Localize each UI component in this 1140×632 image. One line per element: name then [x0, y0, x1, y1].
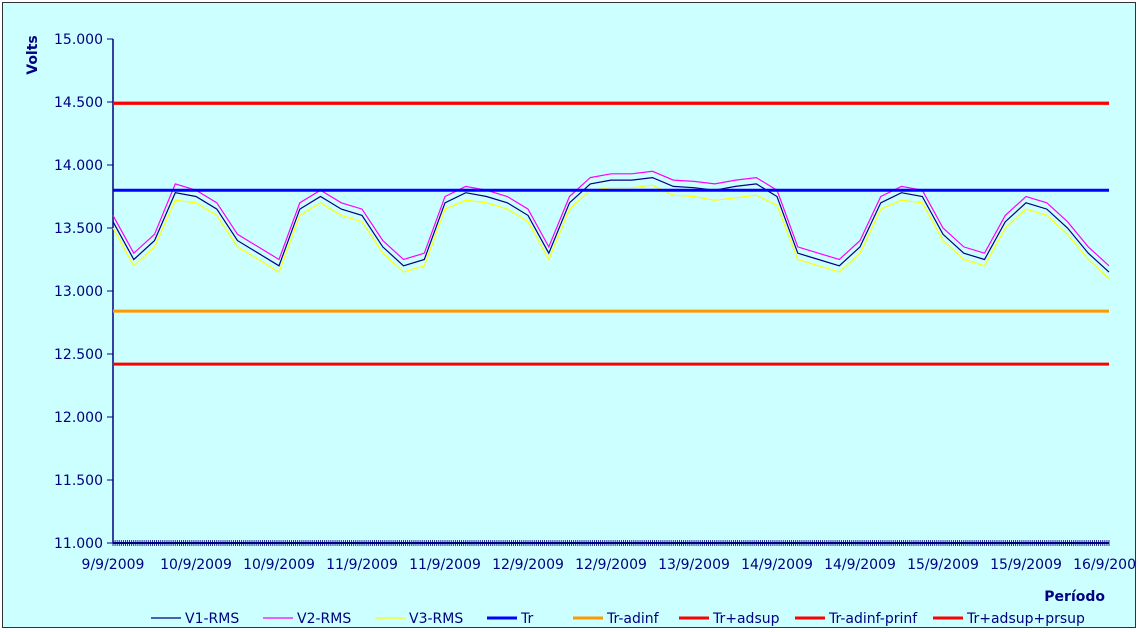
y-axis: 11.000 11.500 12.000 12.500 13.000 13.500 14.0… — [54, 32, 114, 552]
x-tick-label: 14/9/2009 — [824, 557, 896, 573]
legend-label: Tr-adinf-prinf — [828, 611, 918, 627]
y-tick-label: 11.500 — [54, 473, 103, 489]
line-chart: 11.000 11.500 12.000 12.500 13.000 13.500 14.0… — [25, 32, 1137, 627]
x-tick-label: 14/9/2009 — [741, 557, 813, 573]
series-line-v1-rms — [112, 176, 1110, 273]
x-tick-label: 12/9/2009 — [575, 557, 647, 573]
y-tick-label: 14.000 — [54, 158, 103, 174]
y-tick-label: 12.000 — [54, 410, 103, 426]
x-tick-label: 15/9/2009 — [907, 557, 979, 573]
y-tick-label: 14.500 — [54, 95, 103, 111]
x-axis-title: Período — [1044, 589, 1105, 605]
y-tick-label: 13.500 — [54, 221, 103, 237]
y-tick-label: 15.000 — [54, 32, 103, 48]
reference-lines-layer — [113, 101, 1109, 366]
x-tick-label: 10/9/2009 — [160, 557, 232, 573]
x-axis: 9/9/2009 10/9/2009 10/9/2009 11/9/2009 11/9/… — [82, 540, 1137, 573]
legend-label: Tr-adinf — [606, 611, 660, 627]
legend-label: Tr — [520, 611, 533, 627]
y-tick-label: 13.000 — [54, 284, 103, 300]
x-tick-label: 11/9/2009 — [409, 557, 481, 573]
legend-label: V2-RMS — [297, 611, 351, 627]
x-tick-label: 15/9/2009 — [990, 557, 1062, 573]
legend-label: Tr+adsup — [712, 611, 780, 627]
series-line-v3-rms — [112, 184, 1110, 279]
y-tick-label: 11.000 — [54, 536, 103, 552]
x-tick-label: 12/9/2009 — [492, 557, 564, 573]
legend-label: V3-RMS — [409, 611, 463, 627]
legend-label: V1-RMS — [185, 611, 239, 627]
x-tick-label: 16/9/2009 — [1073, 557, 1137, 573]
legend-label: Tr+adsup+prsup — [966, 611, 1085, 627]
x-tick-label: 11/9/2009 — [326, 557, 398, 573]
y-tick-label: 12.500 — [54, 347, 103, 363]
x-tick-label: 13/9/2009 — [658, 557, 730, 573]
x-tick-label: 10/9/2009 — [243, 557, 315, 573]
series-line-v2-rms — [112, 170, 1110, 267]
x-tick-label: 9/9/2009 — [82, 557, 145, 573]
legend: V1-RMS V2-RMS V3-RMS Tr Tr-adinf Tr+adsup Tr-a… — [151, 611, 1085, 627]
y-axis-title: Volts — [25, 35, 41, 75]
series-layer — [112, 170, 1110, 279]
